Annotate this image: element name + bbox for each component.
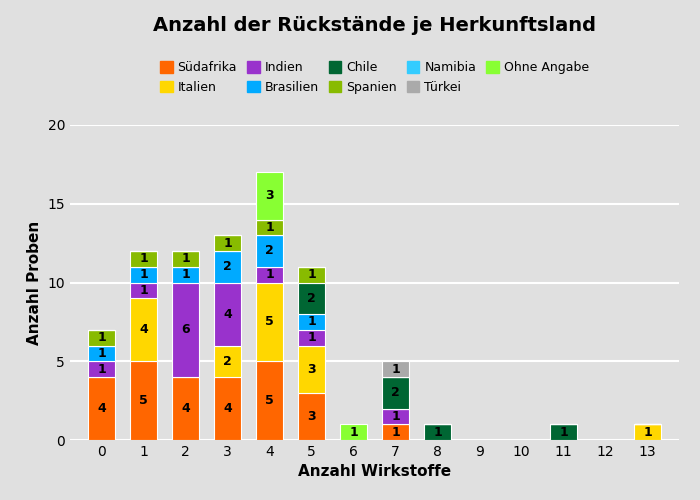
- Text: 1: 1: [559, 426, 568, 438]
- Bar: [382, 377, 409, 408]
- Bar: [298, 267, 325, 282]
- Bar: [424, 424, 451, 440]
- Text: 1: 1: [97, 347, 106, 360]
- Text: 5: 5: [265, 394, 274, 407]
- Text: 1: 1: [643, 426, 652, 438]
- Text: 1: 1: [223, 236, 232, 250]
- Bar: [214, 346, 241, 377]
- Bar: [130, 251, 157, 267]
- Text: 4: 4: [139, 324, 148, 336]
- Bar: [382, 408, 409, 424]
- Bar: [130, 361, 157, 440]
- Bar: [340, 424, 368, 440]
- Bar: [298, 330, 325, 345]
- Text: 1: 1: [139, 284, 148, 297]
- Text: 1: 1: [391, 362, 400, 376]
- Text: 2: 2: [307, 292, 316, 304]
- Text: 1: 1: [181, 252, 190, 266]
- Text: 5: 5: [139, 394, 148, 407]
- X-axis label: Anzahl Wirkstoffe: Anzahl Wirkstoffe: [298, 464, 451, 479]
- Bar: [256, 282, 283, 361]
- Y-axis label: Anzahl Proben: Anzahl Proben: [27, 220, 42, 344]
- Bar: [172, 251, 199, 267]
- Legend: Südafrika, Italien, Indien, Brasilien, Chile, Spanien, Namibia, Türkei, Ohne Ang: Südafrika, Italien, Indien, Brasilien, C…: [160, 62, 589, 94]
- Bar: [256, 361, 283, 440]
- Bar: [550, 424, 578, 440]
- Text: 2: 2: [391, 386, 400, 399]
- Text: 1: 1: [307, 316, 316, 328]
- Bar: [256, 236, 283, 267]
- Text: 1: 1: [265, 268, 274, 281]
- Text: 5: 5: [265, 316, 274, 328]
- Text: 2: 2: [223, 355, 232, 368]
- Text: 3: 3: [307, 410, 316, 423]
- Text: 1: 1: [391, 426, 400, 438]
- Text: 2: 2: [265, 244, 274, 258]
- Bar: [172, 267, 199, 282]
- Text: 2: 2: [223, 260, 232, 273]
- Text: 1: 1: [307, 268, 316, 281]
- Text: 1: 1: [181, 268, 190, 281]
- Title: Anzahl der Rückstände je Herkunftsland: Anzahl der Rückstände je Herkunftsland: [153, 16, 596, 34]
- Bar: [130, 267, 157, 282]
- Bar: [172, 282, 199, 377]
- Text: 3: 3: [265, 190, 274, 202]
- Bar: [130, 298, 157, 361]
- Bar: [214, 282, 241, 346]
- Bar: [214, 251, 241, 282]
- Bar: [382, 361, 409, 377]
- Text: 4: 4: [97, 402, 106, 415]
- Text: 4: 4: [223, 308, 232, 320]
- Text: 1: 1: [307, 331, 316, 344]
- Text: 1: 1: [97, 331, 106, 344]
- Bar: [88, 330, 115, 345]
- Bar: [130, 282, 157, 298]
- Bar: [298, 282, 325, 314]
- Text: 4: 4: [223, 402, 232, 415]
- Bar: [298, 393, 325, 440]
- Text: 6: 6: [181, 324, 190, 336]
- Bar: [634, 424, 662, 440]
- Bar: [256, 267, 283, 282]
- Bar: [256, 220, 283, 236]
- Bar: [88, 377, 115, 440]
- Text: 1: 1: [139, 268, 148, 281]
- Text: 4: 4: [181, 402, 190, 415]
- Bar: [256, 172, 283, 220]
- Bar: [298, 314, 325, 330]
- Bar: [172, 377, 199, 440]
- Text: 1: 1: [433, 426, 442, 438]
- Text: 1: 1: [139, 252, 148, 266]
- Bar: [88, 346, 115, 361]
- Text: 1: 1: [97, 362, 106, 376]
- Bar: [214, 236, 241, 251]
- Bar: [88, 361, 115, 377]
- Text: 1: 1: [391, 410, 400, 423]
- Text: 1: 1: [349, 426, 358, 438]
- Text: 1: 1: [265, 221, 274, 234]
- Text: 3: 3: [307, 362, 316, 376]
- Bar: [214, 377, 241, 440]
- Bar: [382, 424, 409, 440]
- Bar: [298, 346, 325, 393]
